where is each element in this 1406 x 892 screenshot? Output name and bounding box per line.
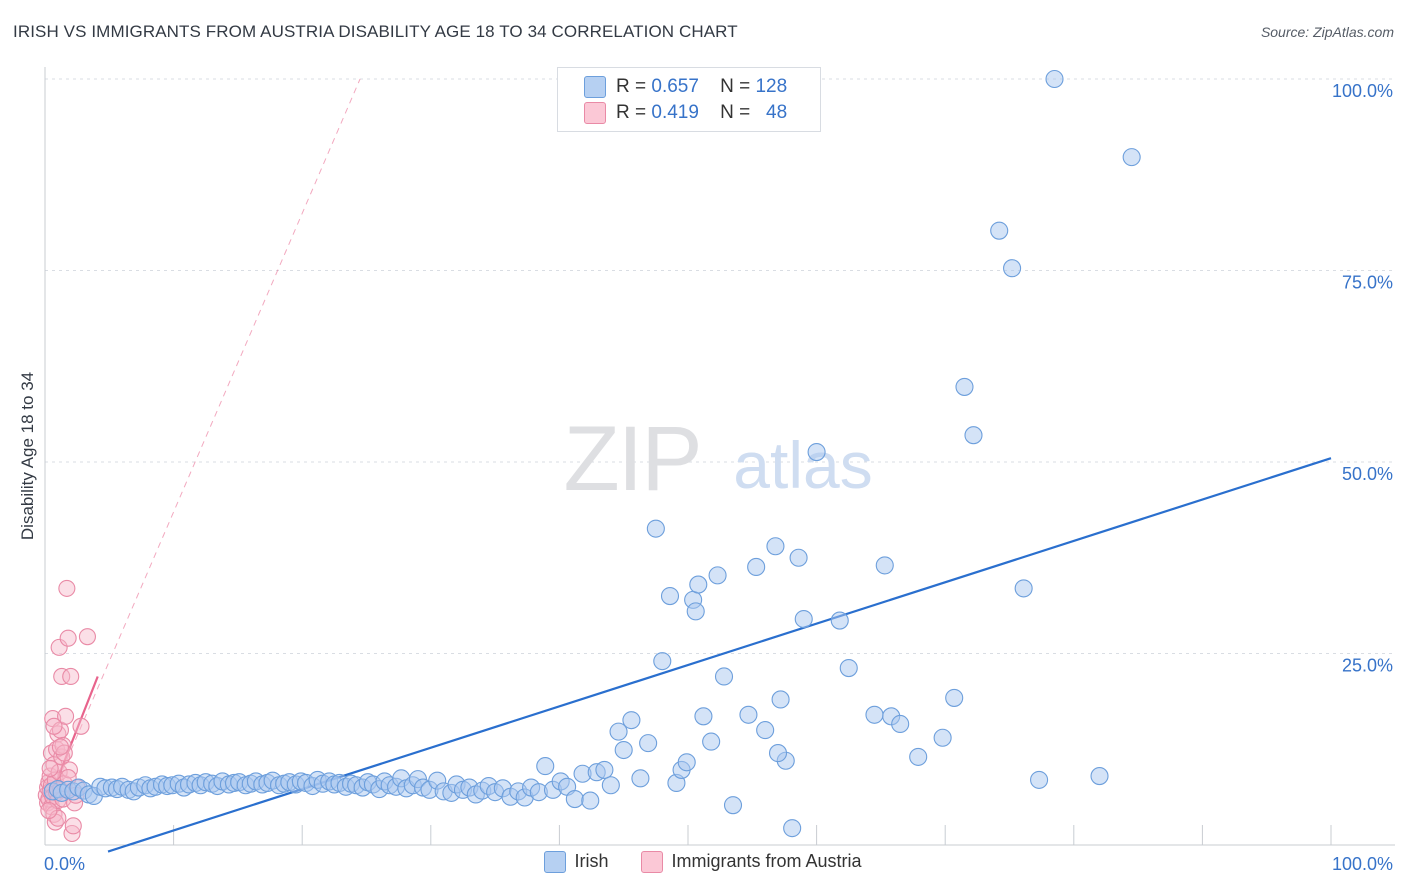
irish-swatch — [584, 76, 606, 98]
y-tick-label: 75.0% — [1342, 273, 1393, 293]
irish-point — [1045, 69, 1064, 89]
y-tick-label: 50.0% — [1342, 464, 1393, 484]
irish-point — [653, 652, 672, 671]
y-tick-label: 100.0% — [1332, 81, 1393, 101]
irish-point — [601, 776, 620, 795]
austria-point — [62, 667, 80, 686]
austria-point — [78, 628, 96, 646]
irish-point — [694, 707, 713, 726]
irish-point — [839, 659, 858, 678]
watermark-zip: ZIP — [563, 408, 700, 510]
irish-point — [622, 711, 641, 730]
irish-point — [747, 557, 766, 576]
austria-point — [72, 717, 90, 735]
chart-title: IRISH VS IMMIGRANTS FROM AUSTRIA DISABIL… — [13, 22, 738, 41]
legend-r-value: 0.419 — [651, 102, 699, 124]
legend-item-irish: Irish — [544, 851, 609, 874]
irish-point — [677, 753, 696, 772]
axes — [44, 67, 1395, 846]
irish-point — [660, 586, 680, 606]
irish-point — [708, 566, 727, 585]
legend-label-austria: Immigrants from Austria — [671, 851, 862, 871]
irish-point — [891, 714, 910, 734]
source-note: Source: ZipAtlas.com — [1260, 24, 1394, 40]
irish-point — [689, 575, 708, 594]
stats-legend: R = 0.657 N = 128 R = 0.419 N = 48 — [557, 67, 821, 132]
legend-r-label: R = — [616, 76, 647, 98]
irish-point — [609, 722, 628, 741]
legend-n-value: 128 — [755, 76, 788, 98]
legend-row-austria: R = 0.419 N = 48 — [584, 102, 787, 126]
legend-row-irish: R = 0.657 N = 128 — [584, 76, 787, 100]
irish-point — [933, 728, 952, 747]
y-axis-label: Disability Age 18 to 34 — [18, 372, 37, 540]
legend-n-label: N = — [720, 76, 751, 98]
austria-swatch — [641, 851, 664, 874]
irish-point — [739, 705, 758, 724]
irish-point — [595, 760, 614, 779]
irish-point — [807, 442, 826, 462]
austria-point — [41, 759, 59, 777]
austria-point — [40, 801, 58, 820]
irish-trend-line — [107, 457, 1332, 853]
legend-r-value: 0.657 — [651, 76, 699, 98]
watermark: ZIP atlas — [563, 408, 872, 510]
series-legend: Irish Immigrants from Austria — [0, 851, 1406, 874]
irish-point — [1003, 259, 1022, 278]
irish-point — [1030, 770, 1049, 789]
irish-point — [768, 744, 788, 763]
irish-point — [990, 221, 1009, 240]
y-tick-label: 25.0% — [1342, 656, 1393, 676]
irish-point — [955, 377, 974, 396]
irish-point — [639, 734, 658, 753]
legend-item-austria: Immigrants from Austria — [641, 851, 862, 874]
irish-point — [945, 688, 964, 707]
austria-point — [59, 629, 77, 647]
irish-point — [631, 769, 650, 788]
irish-point — [875, 556, 894, 575]
irish-point — [1122, 148, 1141, 167]
tick-labels: 25.0% 50.0% 75.0% 100.0% 0.0% 100.0% — [44, 81, 1393, 874]
irish-point — [964, 426, 983, 445]
irish-point — [702, 732, 721, 751]
austria-point — [64, 817, 82, 835]
austria-swatch — [584, 102, 606, 124]
irish-point — [1014, 579, 1033, 598]
austria-point — [50, 638, 68, 656]
legend-n-label: N = — [720, 102, 751, 124]
irish-point — [794, 609, 813, 629]
irish-swatch — [544, 851, 567, 874]
legend-label-irish: Irish — [574, 851, 609, 871]
irish-point — [830, 611, 849, 630]
irish-point — [771, 690, 790, 709]
irish-point — [614, 740, 633, 760]
irish-point — [536, 757, 555, 776]
legend-n-value: 48 — [766, 102, 788, 124]
irish-point — [723, 796, 743, 815]
x-tick-label: 100.0% — [1332, 854, 1393, 874]
irish-point — [909, 747, 928, 766]
austria-point — [58, 579, 76, 597]
austria-point — [51, 738, 69, 756]
irish-point — [865, 705, 884, 724]
x-tick-label: 0.0% — [44, 854, 85, 874]
irish-point — [783, 819, 802, 838]
austria-point — [53, 667, 71, 686]
irish-points — [43, 69, 1141, 838]
irish-point — [581, 791, 600, 810]
irish-point — [766, 537, 785, 556]
austria-trend-extension — [44, 78, 361, 811]
watermark-atlas: atlas — [733, 428, 872, 502]
irish-point — [789, 548, 808, 567]
irish-point — [686, 602, 705, 621]
irish-point — [646, 519, 665, 538]
irish-point — [756, 721, 775, 740]
austria-point — [45, 717, 63, 735]
austria-point — [57, 707, 75, 725]
irish-point — [714, 667, 734, 686]
irish-point — [565, 789, 584, 809]
irish-point — [1090, 767, 1109, 786]
legend-r-label: R = — [616, 102, 647, 124]
